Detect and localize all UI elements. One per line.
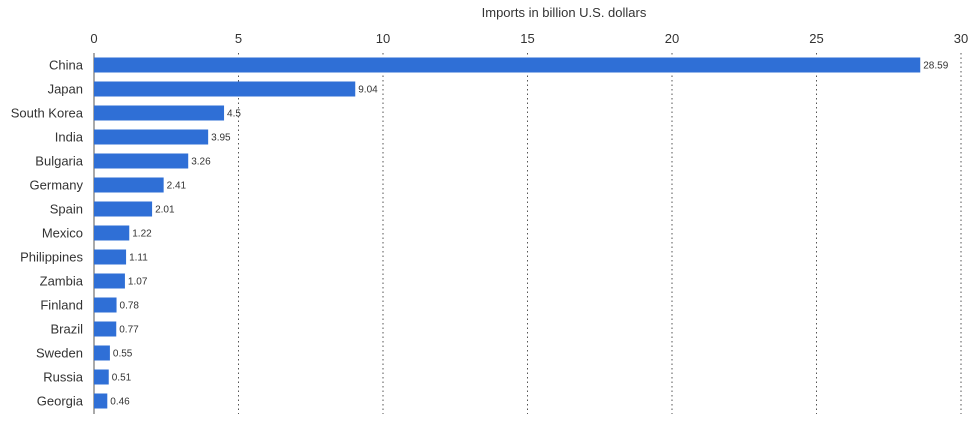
data-label: 0.46 bbox=[110, 397, 130, 408]
x-tick-label: 20 bbox=[665, 31, 679, 46]
data-label: 3.26 bbox=[191, 157, 211, 168]
category-label: Georgia bbox=[37, 394, 84, 409]
x-tick-label: 25 bbox=[809, 31, 823, 46]
bar bbox=[94, 369, 109, 385]
category-label: Sweden bbox=[36, 346, 83, 361]
x-tick-label: 10 bbox=[376, 31, 390, 46]
bar bbox=[94, 345, 110, 361]
data-label: 1.11 bbox=[129, 253, 148, 264]
category-labels: China Japan South Korea India Bulgaria German… bbox=[11, 58, 84, 409]
bar bbox=[94, 105, 225, 121]
bar bbox=[94, 321, 117, 337]
data-label: 0.51 bbox=[112, 373, 132, 384]
bar bbox=[94, 249, 127, 265]
bar bbox=[94, 177, 164, 193]
data-label: 0.55 bbox=[113, 349, 133, 360]
data-label: 2.01 bbox=[155, 205, 175, 216]
bar bbox=[94, 81, 356, 97]
data-label: 28.59 bbox=[923, 61, 948, 72]
bar bbox=[94, 153, 189, 169]
category-label: Mexico bbox=[42, 226, 83, 241]
category-label: Brazil bbox=[50, 322, 83, 337]
data-label: 4.5 bbox=[227, 109, 241, 120]
bar bbox=[94, 393, 108, 409]
data-label: 0.78 bbox=[120, 301, 140, 312]
category-label: Germany bbox=[30, 178, 84, 193]
bar bbox=[94, 225, 130, 241]
bar bbox=[94, 57, 921, 73]
x-axis-ticks: 0 5 10 15 20 25 30 bbox=[90, 31, 968, 46]
bar bbox=[94, 129, 209, 145]
x-tick-label: 15 bbox=[520, 31, 534, 46]
category-label: Japan bbox=[48, 82, 83, 97]
x-tick-label: 30 bbox=[954, 31, 968, 46]
bar bbox=[94, 297, 117, 313]
x-axis-title: Imports in billion U.S. dollars bbox=[482, 5, 647, 20]
x-tick-label: 5 bbox=[235, 31, 242, 46]
data-label: 1.22 bbox=[132, 229, 152, 240]
bar bbox=[94, 201, 153, 217]
data-label: 3.95 bbox=[211, 133, 231, 144]
category-label: China bbox=[49, 58, 84, 73]
data-label: 9.04 bbox=[358, 85, 378, 96]
data-label: 2.41 bbox=[167, 181, 187, 192]
value-labels: 28.59 9.04 4.5 3.95 3.26 2.41 2.01 1.22 1.11 1.07… bbox=[110, 61, 948, 408]
data-label: 1.07 bbox=[128, 277, 148, 288]
category-label: Finland bbox=[40, 298, 83, 313]
bars bbox=[94, 57, 921, 409]
category-label: Russia bbox=[43, 370, 84, 385]
data-label: 0.77 bbox=[119, 325, 139, 336]
bar bbox=[94, 273, 125, 289]
category-label: Spain bbox=[50, 202, 83, 217]
category-label: Bulgaria bbox=[35, 154, 83, 169]
category-label: India bbox=[55, 130, 84, 145]
x-tick-label: 0 bbox=[90, 31, 97, 46]
category-label: Zambia bbox=[40, 274, 84, 289]
category-label: South Korea bbox=[11, 106, 84, 121]
category-label: Philippines bbox=[20, 250, 83, 265]
